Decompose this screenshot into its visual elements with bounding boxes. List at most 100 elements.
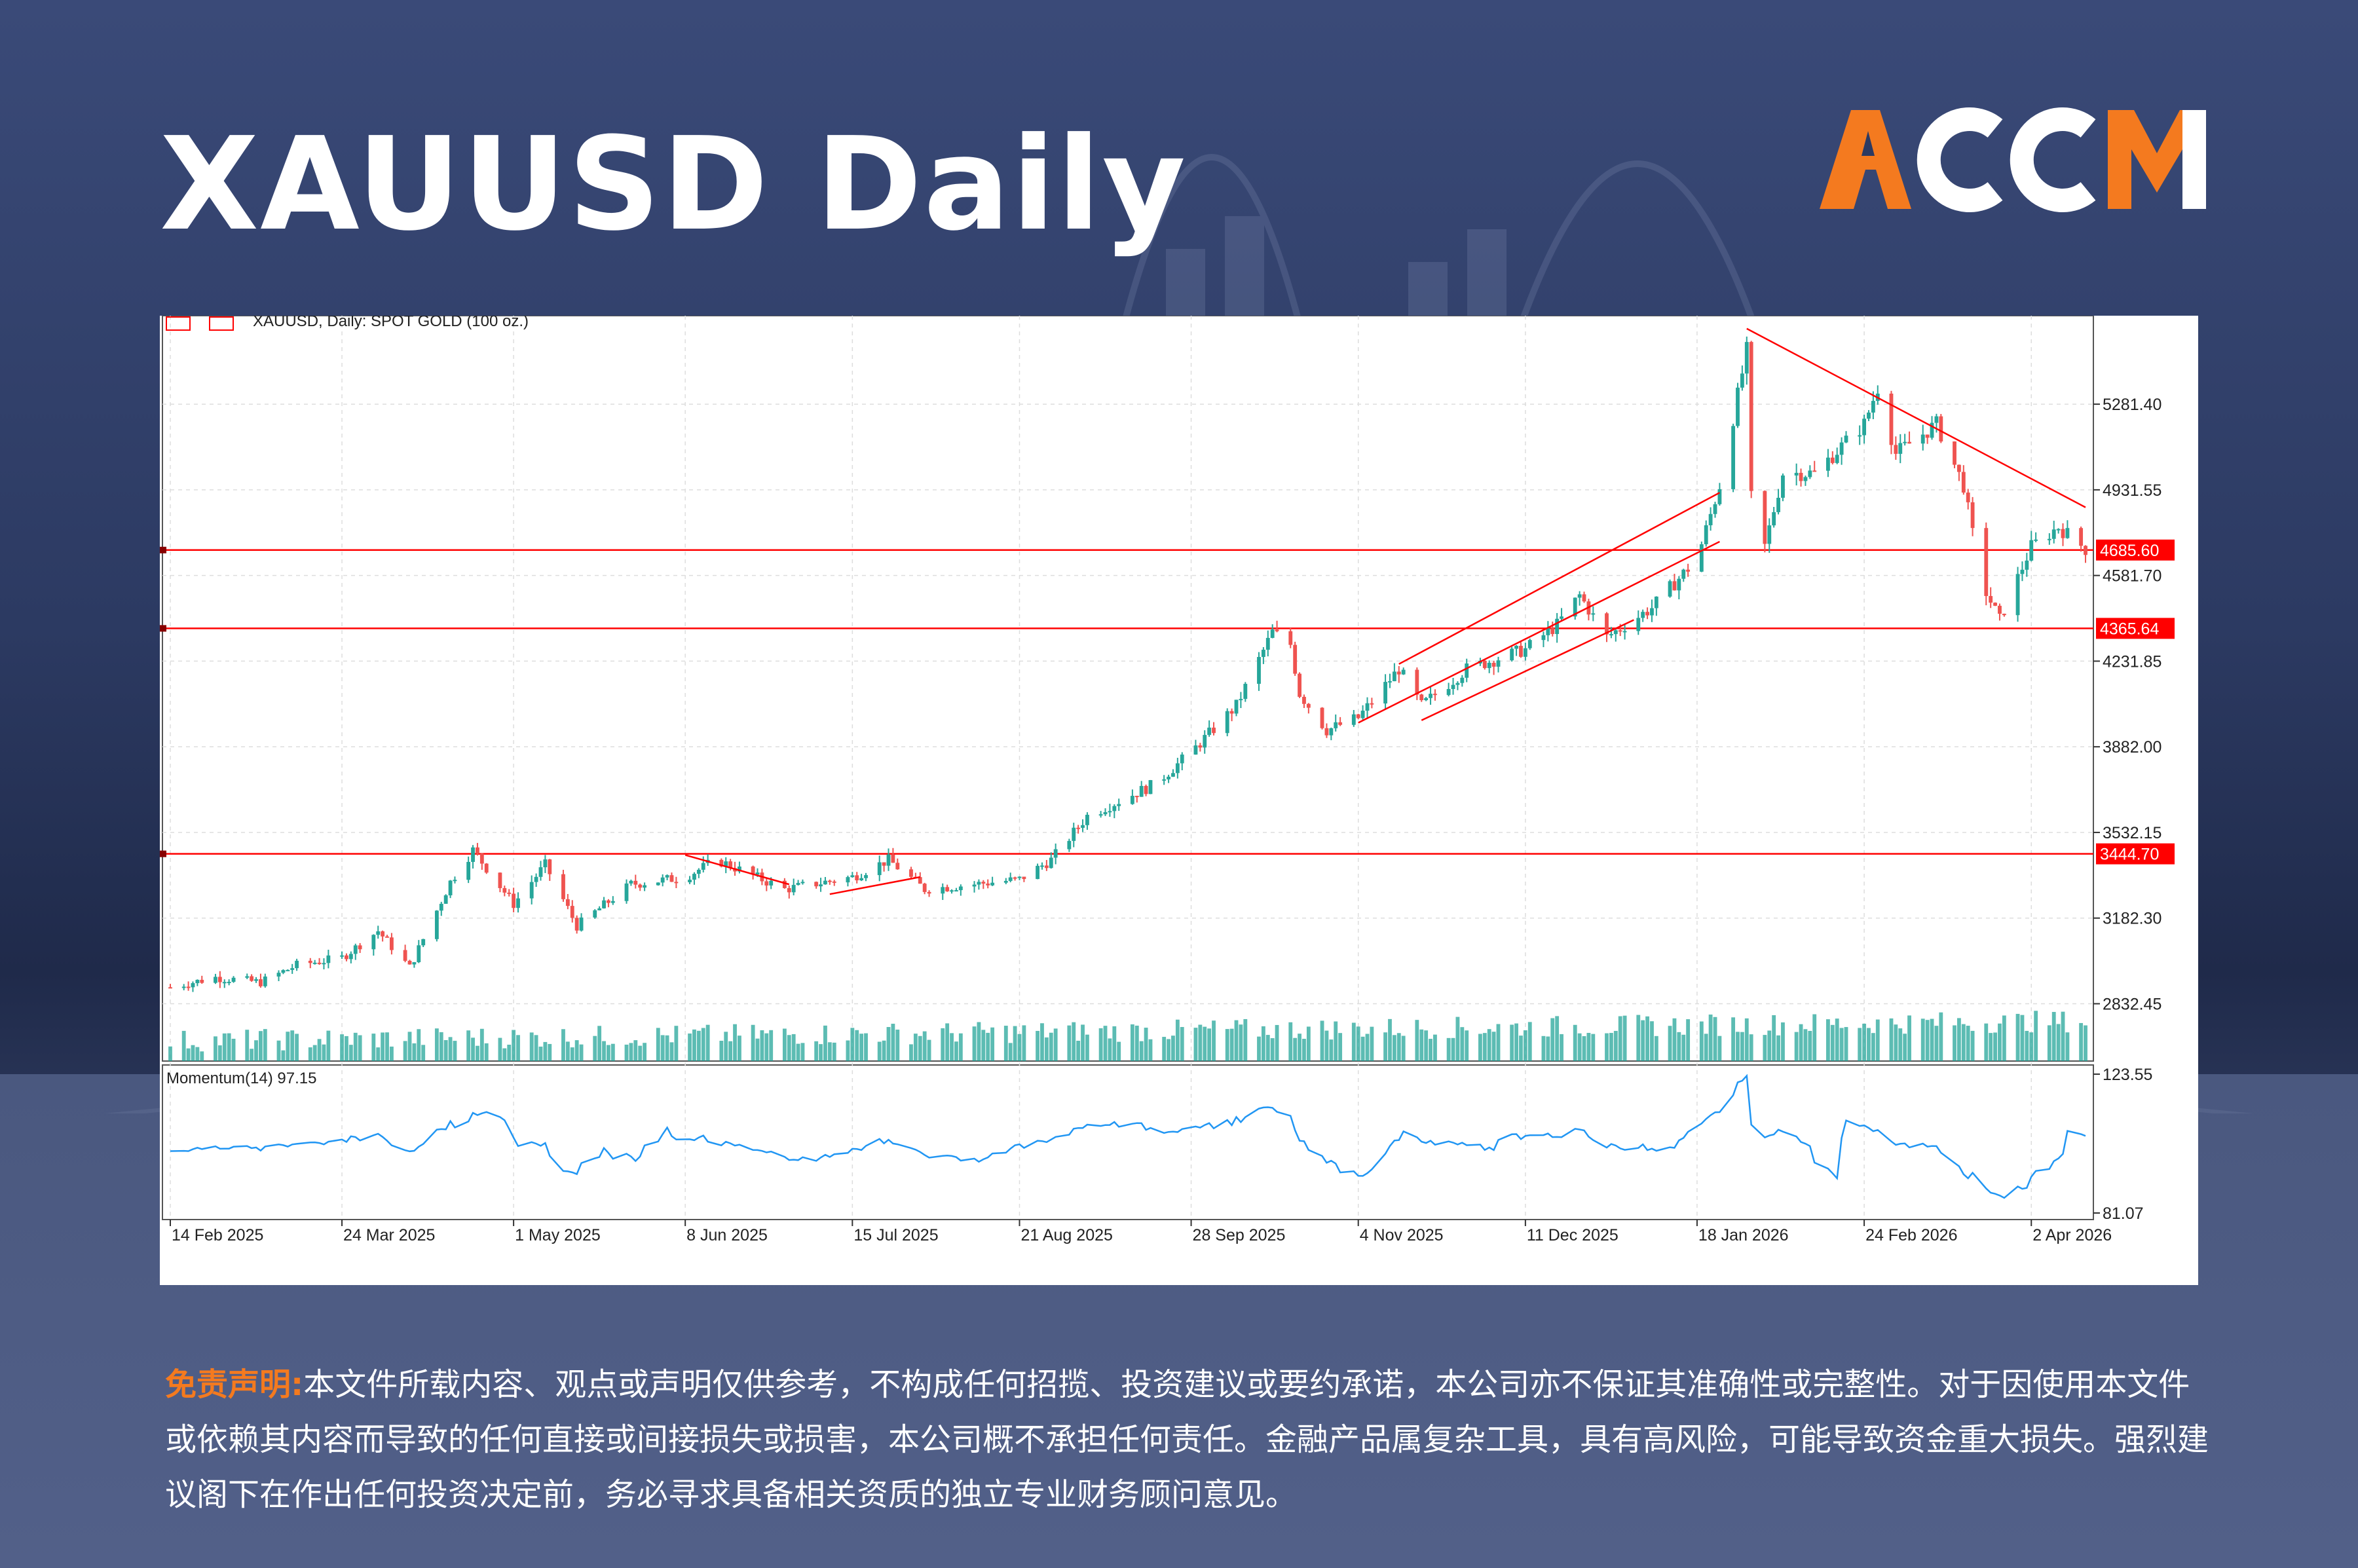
- candle-body: [864, 875, 868, 878]
- volume-bar: [548, 1043, 552, 1061]
- volume-bar: [222, 1033, 227, 1061]
- volume-bar: [1956, 1018, 1961, 1061]
- candle-body: [1989, 596, 1993, 603]
- volume-bar: [846, 1040, 850, 1061]
- volume-bar: [574, 1040, 579, 1061]
- volume-bar: [412, 1043, 417, 1061]
- candle-body: [389, 937, 394, 950]
- candle-body: [1925, 434, 1930, 438]
- x-tick-label: 11 Dec 2025: [1527, 1226, 1619, 1244]
- volume-bar: [1320, 1020, 1324, 1061]
- price-chart[interactable]: 4685.60 4365.64 3444.70 5281.40 4931.55 4581…: [160, 316, 2198, 1285]
- candle-body: [1605, 613, 1609, 635]
- volume-bar: [1867, 1028, 1871, 1061]
- candle-body: [819, 884, 823, 887]
- candle-body: [1072, 827, 1076, 841]
- volume-bar: [1636, 1015, 1641, 1061]
- candle-body: [2034, 539, 2038, 541]
- volume-bar: [954, 1041, 958, 1061]
- candle-body: [1482, 660, 1487, 668]
- volume-bar: [1229, 1028, 1234, 1061]
- volume-bar: [1022, 1025, 1026, 1061]
- candle-body: [308, 960, 312, 963]
- candle-body: [1713, 504, 1717, 514]
- volume-bar: [1668, 1026, 1672, 1061]
- volume-bar: [705, 1024, 710, 1061]
- candle-body: [1419, 694, 1424, 701]
- y-tick-label: 4581.70: [2103, 567, 2162, 586]
- volume-bar: [484, 1043, 489, 1061]
- candle-body: [516, 898, 520, 908]
- candle-body: [696, 869, 701, 874]
- symbol-label: XAUUSD, Daily: SPOT GOLD (100 oz.): [253, 316, 529, 330]
- candle-body: [1825, 457, 1830, 471]
- candle-body: [1265, 637, 1270, 650]
- volume-bar: [543, 1041, 548, 1061]
- volume-bar: [827, 1042, 832, 1061]
- volume-bar: [1234, 1020, 1239, 1061]
- volume-bar: [1049, 1032, 1053, 1061]
- candle-body: [534, 876, 538, 882]
- volume-bar: [565, 1041, 570, 1061]
- candle-body: [1677, 578, 1681, 591]
- candle-body: [1175, 763, 1180, 774]
- volume-bar: [1212, 1020, 1216, 1061]
- volume-bar: [1740, 1032, 1744, 1061]
- candle-body: [633, 880, 638, 885]
- volume-bar: [516, 1035, 520, 1061]
- volume-bar: [1907, 1015, 1911, 1061]
- volume-bar: [1871, 1033, 1875, 1061]
- volume-bar: [1613, 1030, 1618, 1061]
- volume-bar: [345, 1036, 348, 1061]
- candle-body: [1898, 443, 1903, 454]
- candle-body: [958, 886, 963, 891]
- volume-bar: [1370, 1026, 1374, 1061]
- candle-body: [855, 875, 859, 881]
- volume-bar: [322, 1044, 326, 1061]
- volume-bar: [231, 1038, 236, 1061]
- candle-body: [574, 918, 579, 931]
- volume-bar: [1794, 1032, 1799, 1061]
- volume-bar: [1491, 1032, 1496, 1061]
- candle-body: [1320, 707, 1324, 728]
- candle-body: [245, 976, 250, 978]
- candle-body: [1858, 435, 1862, 437]
- volume-bar: [850, 1028, 855, 1061]
- volume-bar: [800, 1043, 805, 1061]
- volume-bar: [2047, 1025, 2051, 1061]
- candle-body: [1560, 616, 1563, 619]
- candle-body: [1076, 827, 1081, 829]
- candle-body: [1108, 811, 1112, 813]
- volume-bar: [1396, 1033, 1401, 1061]
- volume-bar: [1686, 1019, 1691, 1061]
- candle-body: [1433, 694, 1437, 696]
- candle-body: [977, 882, 981, 885]
- candle-body: [1415, 669, 1419, 695]
- volume-bar: [696, 1030, 701, 1061]
- volume-bar: [796, 1043, 800, 1061]
- volume-bar: [877, 1041, 882, 1061]
- trendline: [684, 854, 790, 886]
- volume-bar: [1306, 1026, 1311, 1061]
- candle-body: [1514, 646, 1518, 649]
- candle-body: [1998, 605, 2002, 614]
- momentum-y-tick-label: 81.07: [2103, 1204, 2144, 1223]
- volume-bar: [1356, 1026, 1360, 1061]
- candle-body: [1134, 796, 1139, 798]
- volume-bar: [855, 1030, 859, 1061]
- volume-bar: [1496, 1024, 1501, 1061]
- candle-body: [2056, 529, 2061, 531]
- candle-body: [755, 872, 760, 875]
- candle-body: [832, 881, 836, 883]
- disclaimer-text: 本文件所载内容、观点或声明仅供参考，不构成任何招揽、投资建议或要约承诺，本公司亦…: [165, 1366, 2209, 1513]
- volume-bar: [1053, 1028, 1058, 1061]
- volume-bar: [168, 1046, 172, 1061]
- volume-bar: [1523, 1030, 1527, 1061]
- volume-bar: [638, 1045, 643, 1061]
- candle-body: [1708, 513, 1713, 525]
- volume-bar: [1903, 1034, 1907, 1061]
- candle-body: [1167, 776, 1170, 779]
- candle-body: [1582, 594, 1586, 602]
- candle-body: [882, 862, 886, 866]
- volume-bar: [1591, 1034, 1596, 1061]
